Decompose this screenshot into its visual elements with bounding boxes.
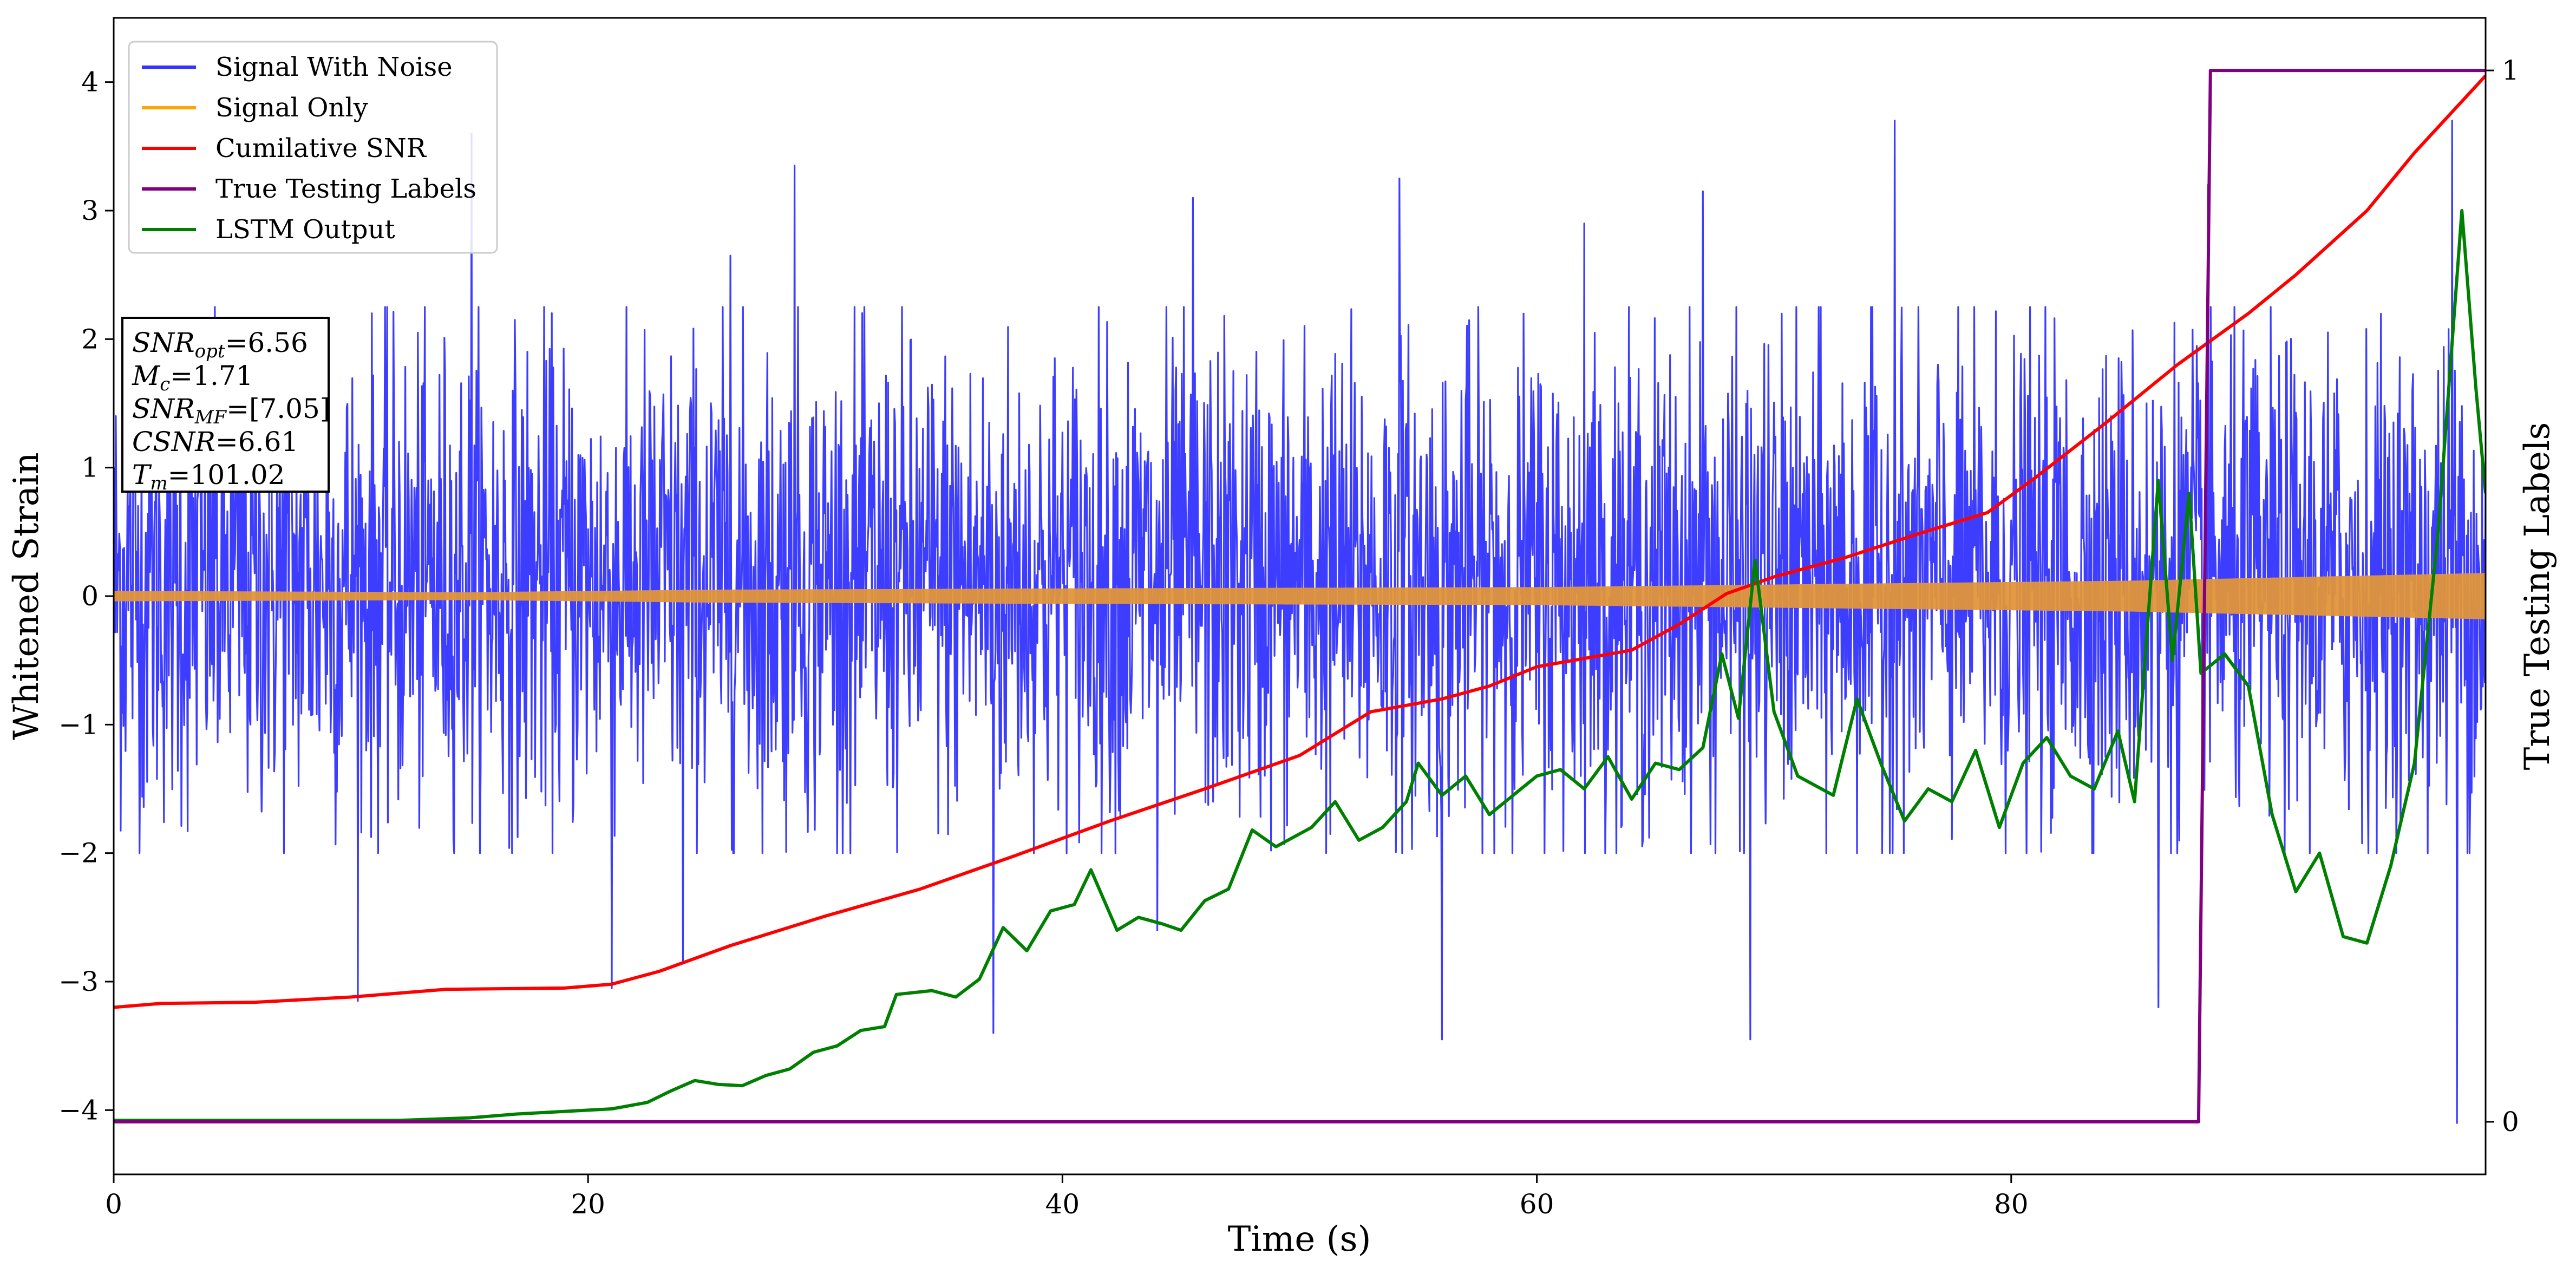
legend-box <box>128 41 498 254</box>
y-tick-label: −1 <box>58 709 99 740</box>
true-testing-labels-line <box>114 69 2486 1123</box>
y-tick-label: −4 <box>58 1094 99 1126</box>
annotation-box <box>121 317 330 493</box>
y-tick-label: 4 <box>81 67 99 98</box>
signal-with-noise-line <box>114 120 2486 1124</box>
legend-label: LSTM Output <box>215 214 395 245</box>
annotation-line: CSNR=6.61 <box>132 426 298 458</box>
x-axis-label: Time (s) <box>1228 1219 1371 1259</box>
y-tick-label: 1 <box>81 452 99 484</box>
annotation-line: Tm=101.02 <box>132 459 285 494</box>
y-tick-label: 0 <box>81 580 99 612</box>
y-tick-label: −2 <box>58 838 99 869</box>
annotation-line: SNRopt=6.56 <box>132 327 308 362</box>
y-axis-left: −4 −3 −2 −1 0 1 2 3 4 <box>58 67 114 1126</box>
legend-label: Signal With Noise <box>215 52 453 82</box>
annotation-line: SNRMF=[7.05] <box>132 393 330 428</box>
legend-label: Cumilative SNR <box>215 133 427 164</box>
y2-tick-label: 1 <box>2502 55 2519 86</box>
legend-label: Signal Only <box>215 93 368 123</box>
y-tick-label: 3 <box>81 195 99 226</box>
signal-only-line <box>114 573 2486 619</box>
parameter-annotation: SNRopt=6.56Mc=1.71SNRMF=[7.05]CSNR=6.61T… <box>121 317 330 494</box>
y2-axis-label: True Testing Labels <box>2518 422 2558 770</box>
legend: Signal With Noise Signal Only Cumilative S… <box>128 41 498 254</box>
y-tick-label: −3 <box>58 966 99 997</box>
y-axis-label: Whitened Strain <box>6 452 47 740</box>
annotation-line: Mc=1.71 <box>132 360 253 395</box>
y2-tick-label: 0 <box>2502 1106 2519 1138</box>
legend-label: True Testing Labels <box>215 174 476 204</box>
y-axis-right: 01 <box>2486 55 2519 1138</box>
y-tick-label: 2 <box>81 323 99 355</box>
signal-with-noise-series <box>114 120 2486 1124</box>
x-tick-label: 80 <box>1994 1188 2029 1220</box>
line-series-group <box>114 69 2486 1123</box>
x-axis: 0 20 40 60 80 <box>105 1174 2029 1220</box>
cumilative-snr-line <box>114 74 2486 1009</box>
signal-only-series <box>114 573 2486 619</box>
x-tick-label: 20 <box>571 1188 605 1220</box>
legend-entries: Signal With Noise Signal Only Cumilative S… <box>142 52 476 245</box>
annotation-lines: SNRopt=6.56Mc=1.71SNRMF=[7.05]CSNR=6.61T… <box>132 327 330 494</box>
x-tick-label: 60 <box>1520 1188 1554 1220</box>
x-tick-label: 40 <box>1045 1188 1080 1220</box>
x-tick-label: 0 <box>105 1188 122 1220</box>
lstm-output-line <box>114 209 2486 1122</box>
